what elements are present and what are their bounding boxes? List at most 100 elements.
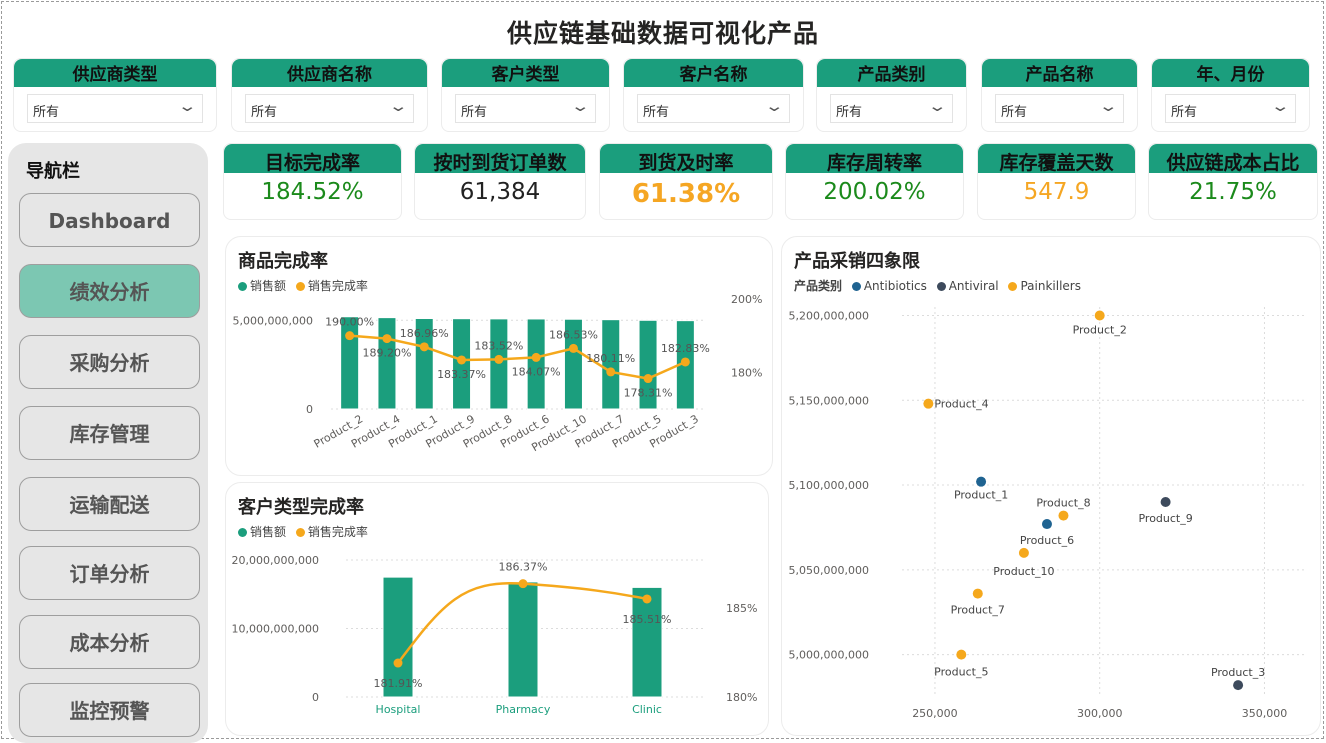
chart-title: 产品采销四象限 xyxy=(794,251,920,272)
data-label: 186.37% xyxy=(499,561,548,574)
y-tick-label: 5,150,000,000 xyxy=(789,394,869,407)
y-tick-label: 5,000,000,000 xyxy=(233,314,313,327)
bar xyxy=(526,318,546,410)
chart-legend: 销售额 销售完成率 xyxy=(238,277,374,294)
kpi-arrival-rate: 到货及时率 61.38% xyxy=(599,143,773,220)
customer-type-dropdown[interactable]: 所有 ⌄ xyxy=(455,94,596,123)
bar xyxy=(631,586,663,698)
point-label: Product_8 xyxy=(1036,497,1090,510)
kpi-ontime-orders: 按时到货订单数 61,384 xyxy=(414,143,586,220)
data-label: 178.31% xyxy=(624,387,673,400)
supplier-type-dropdown[interactable]: 所有 ⌄ xyxy=(27,94,203,123)
scatter-point xyxy=(956,649,967,660)
bar xyxy=(414,318,434,410)
x-tick-label: Pharmacy xyxy=(496,703,551,716)
filter-label: 供应商类型 xyxy=(14,59,216,87)
nav-cost-button[interactable]: 成本分析 xyxy=(19,615,200,669)
quadrant-chart: 5,200,000,000 5,150,000,000 5,100,000,000 5… xyxy=(789,307,1304,720)
chart-title: 客户类型完成率 xyxy=(238,497,364,518)
nav-orders-button[interactable]: 订单分析 xyxy=(19,546,200,600)
nav-inventory-button[interactable]: 库存管理 xyxy=(19,406,200,460)
nav-transport-button[interactable]: 运输配送 xyxy=(19,477,200,531)
chevron-down-icon: ⌄ xyxy=(764,97,785,115)
filter-label: 供应商名称 xyxy=(232,59,427,87)
data-label: 186.53% xyxy=(549,328,598,341)
scatter-point xyxy=(1160,497,1171,507)
y2-tick-label: 180% xyxy=(731,366,762,379)
legend-item: 销售额 xyxy=(238,525,286,539)
bar xyxy=(563,318,583,410)
kpi-cost-ratio: 供应链成本占比 21.75% xyxy=(1148,143,1318,220)
bar xyxy=(601,319,621,410)
bar xyxy=(340,316,360,410)
nav-panel: 导航栏 Dashboard 绩效分析 采购分析 库存管理 运输配送 订单分析 成… xyxy=(8,143,208,743)
kpi-label: 目标完成率 xyxy=(224,144,401,174)
year-month-dropdown[interactable]: 所有 ⌄ xyxy=(1165,94,1296,123)
point-label: Product_3 xyxy=(1211,666,1265,679)
filter-label: 客户类型 xyxy=(442,59,609,87)
y-tick-label: 0 xyxy=(306,403,313,416)
y-tick-label: 10,000,000,000 xyxy=(232,623,319,636)
legend-item: 销售完成率 xyxy=(295,525,368,539)
data-label: 189.20% xyxy=(362,347,411,360)
legend-item: Antibiotics xyxy=(851,279,927,293)
kpi-target-completion: 目标完成率 184.52% xyxy=(223,143,402,220)
kpi-label: 库存覆盖天数 xyxy=(978,144,1135,174)
y2-tick-label: 185% xyxy=(726,602,757,615)
nav-title: 导航栏 xyxy=(26,161,80,182)
product-name-dropdown[interactable]: 所有 ⌄ xyxy=(995,94,1124,123)
kpi-value: 61,384 xyxy=(459,179,541,205)
x-tick-label: 250,000 xyxy=(912,707,958,720)
rate-point xyxy=(457,355,467,365)
x-tick-label: 300,000 xyxy=(1077,707,1123,720)
scatter-point xyxy=(1058,510,1069,521)
nav-dashboard-button[interactable]: Dashboard xyxy=(19,193,200,247)
customer-name-dropdown[interactable]: 所有 ⌄ xyxy=(637,94,790,123)
kpi-inventory-turnover: 库存周转率 200.02% xyxy=(785,143,964,220)
scatter-point xyxy=(976,476,987,487)
rate-line xyxy=(349,334,686,380)
legend-label: Antibiotics xyxy=(863,279,927,293)
y-tick-label: 20,000,000,000 xyxy=(232,554,319,567)
point-label: Product_2 xyxy=(1073,323,1127,336)
filter-label: 产品类别 xyxy=(817,59,966,87)
rate-point xyxy=(345,331,355,341)
x-tick-label: 350,000 xyxy=(1242,707,1288,720)
nav-performance-button[interactable]: 绩效分析 xyxy=(19,264,200,318)
chevron-down-icon: ⌄ xyxy=(388,97,409,115)
rate-point xyxy=(606,367,616,377)
customer-type-chart: 20,000,000,000 10,000,000,000 0 185% 180% 181… xyxy=(232,554,758,716)
y-tick-label: 5,100,000,000 xyxy=(789,479,869,492)
chevron-down-icon: ⌄ xyxy=(570,97,591,115)
dropdown-value: 所有 xyxy=(33,105,60,120)
kpi-label: 库存周转率 xyxy=(786,144,963,174)
nav-procurement-button[interactable]: 采购分析 xyxy=(19,335,200,389)
kpi-value: 61.38% xyxy=(631,179,741,209)
legend-item: Antiviral xyxy=(936,279,999,293)
nav-monitoring-button[interactable]: 监控预警 xyxy=(19,683,200,737)
product-category-dropdown[interactable]: 所有 ⌄ xyxy=(830,94,953,123)
kpi-value: 200.02% xyxy=(823,179,926,205)
kpi-value: 184.52% xyxy=(261,179,364,205)
bar xyxy=(507,581,539,698)
y2-tick-label: 200% xyxy=(731,293,762,306)
kpi-label: 供应链成本占比 xyxy=(1149,144,1317,174)
kpi-label: 按时到货订单数 xyxy=(415,144,585,174)
legend-item: Painkillers xyxy=(1008,279,1081,293)
kpi-value: 21.75% xyxy=(1189,179,1277,205)
scatter-point xyxy=(1094,310,1105,321)
bar xyxy=(382,576,414,698)
chart-legend: 产品类别 Antibiotics Antiviral Painkillers xyxy=(794,277,1087,294)
y-tick-label: 5,000,000,000 xyxy=(789,649,869,662)
data-label: 181.91% xyxy=(374,677,423,690)
kpi-label: 到货及时率 xyxy=(600,144,772,174)
filter-year-month: 年、月份 所有 ⌄ xyxy=(1151,58,1310,132)
filter-customer-type: 客户类型 所有 ⌄ xyxy=(441,58,610,132)
scatter-point xyxy=(1041,519,1052,530)
supplier-name-dropdown[interactable]: 所有 ⌄ xyxy=(245,94,414,123)
dropdown-value: 所有 xyxy=(836,105,863,120)
data-label: 186.96% xyxy=(400,327,449,340)
rate-point xyxy=(568,343,578,353)
dropdown-value: 所有 xyxy=(461,105,488,120)
filter-supplier-type: 供应商类型 所有 ⌄ xyxy=(13,58,217,132)
